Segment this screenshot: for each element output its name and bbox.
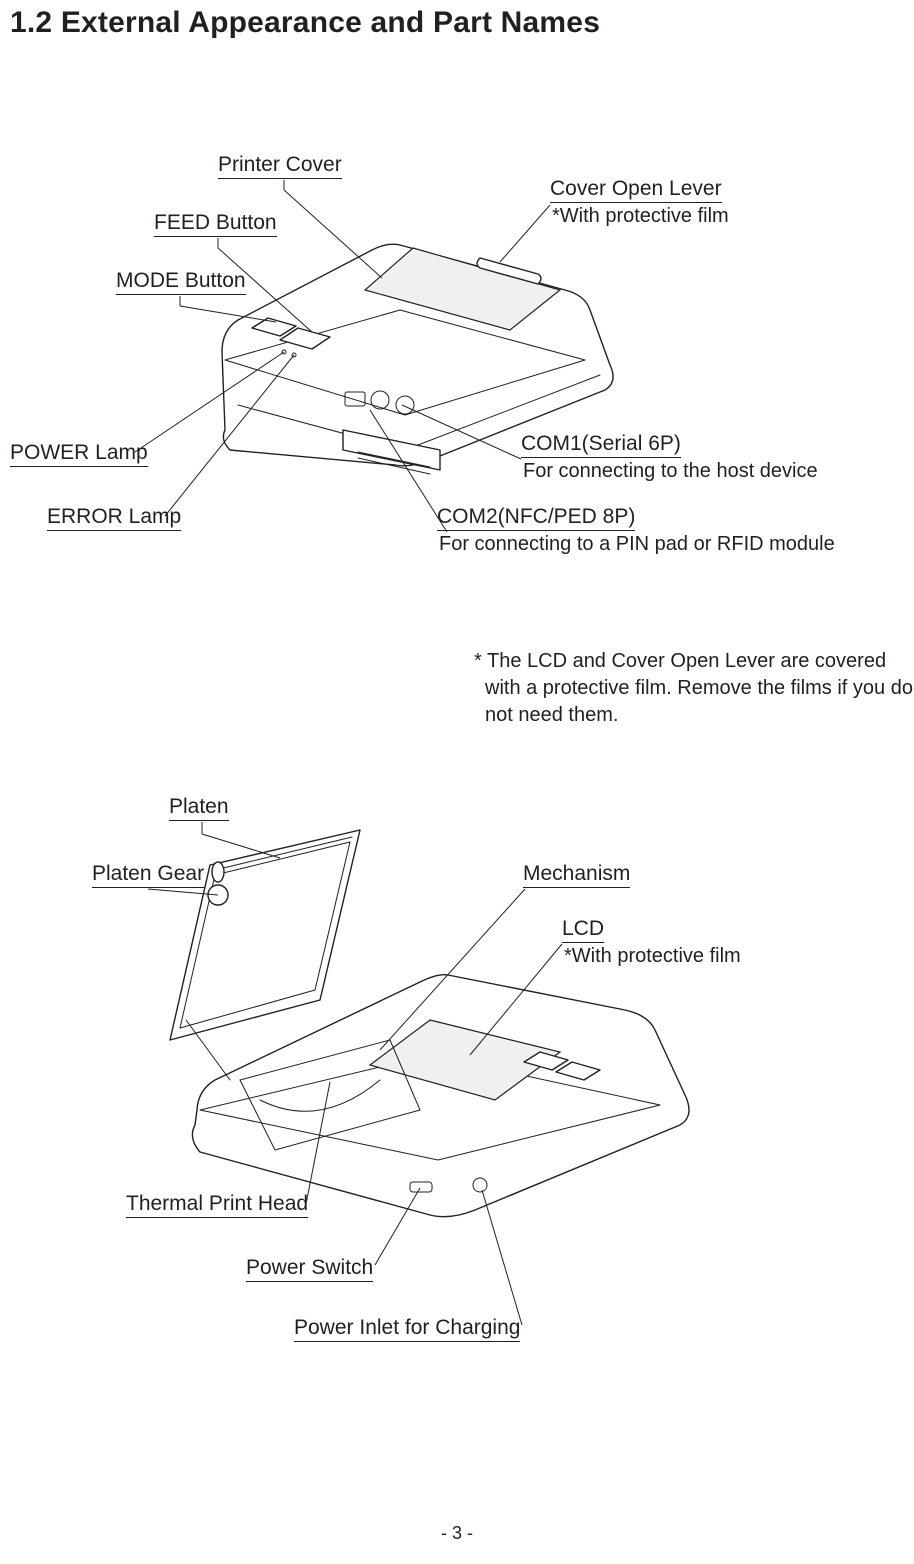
- label-platen: Platen: [169, 795, 229, 821]
- label-com2: COM2(NFC/PED 8P) For connecting to a PIN…: [437, 505, 835, 556]
- label-lcd-sub: *With protective film: [562, 945, 741, 968]
- label-printer-cover: Printer Cover: [218, 153, 342, 179]
- protective-film-note: * The LCD and Cover Open Lever are cover…: [463, 648, 913, 729]
- label-printer-cover-text: Printer Cover: [218, 153, 342, 179]
- label-com1-text: COM1(Serial 6P): [521, 432, 681, 458]
- label-mechanism-text: Mechanism: [523, 862, 630, 888]
- label-power-inlet-text: Power Inlet for Charging: [294, 1316, 520, 1342]
- label-cover-open-lever-sub: *With protective film: [550, 205, 729, 228]
- label-cover-open-lever-text: Cover Open Lever: [550, 177, 722, 203]
- label-platen-gear: Platen Gear: [92, 862, 204, 888]
- label-lcd-text: LCD: [562, 917, 604, 943]
- label-power-lamp-text: POWER Lamp: [10, 441, 148, 467]
- label-power-lamp: POWER Lamp: [10, 441, 148, 467]
- page-number: - 3 -: [0, 1523, 914, 1544]
- label-lcd: LCD *With protective film: [562, 917, 741, 968]
- label-error-lamp: ERROR Lamp: [47, 505, 181, 531]
- label-power-switch-text: Power Switch: [246, 1256, 373, 1282]
- label-thermal-print-head-text: Thermal Print Head: [126, 1192, 308, 1218]
- label-com1-sub: For connecting to the host device: [521, 460, 818, 483]
- label-com2-sub: For connecting to a PIN pad or RFID modu…: [437, 533, 835, 556]
- label-feed-button: FEED Button: [154, 211, 277, 237]
- label-cover-open-lever: Cover Open Lever *With protective film: [550, 177, 729, 228]
- label-mode-button: MODE Button: [116, 269, 246, 295]
- label-power-inlet: Power Inlet for Charging: [294, 1316, 520, 1342]
- label-com2-text: COM2(NFC/PED 8P): [437, 505, 635, 531]
- section-heading: 1.2 External Appearance and Part Names: [10, 6, 600, 40]
- label-com1: COM1(Serial 6P) For connecting to the ho…: [521, 432, 818, 483]
- label-mode-button-text: MODE Button: [116, 269, 246, 295]
- label-feed-button-text: FEED Button: [154, 211, 277, 237]
- label-platen-text: Platen: [169, 795, 229, 821]
- label-error-lamp-text: ERROR Lamp: [47, 505, 181, 531]
- label-power-switch: Power Switch: [246, 1256, 373, 1282]
- label-platen-gear-text: Platen Gear: [92, 862, 204, 888]
- label-mechanism: Mechanism: [523, 862, 630, 888]
- label-thermal-print-head: Thermal Print Head: [126, 1192, 308, 1218]
